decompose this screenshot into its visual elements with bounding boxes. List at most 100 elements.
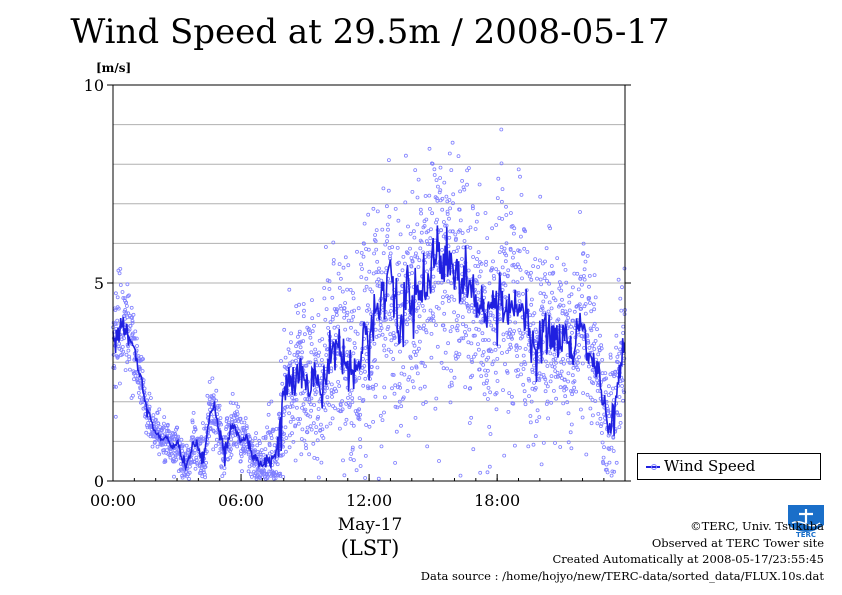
data-point bbox=[281, 474, 286, 479]
data-point bbox=[452, 375, 457, 380]
data-point bbox=[588, 301, 592, 305]
data-point bbox=[566, 315, 571, 320]
data-point bbox=[445, 366, 449, 371]
data-point bbox=[450, 229, 455, 234]
data-point bbox=[405, 322, 410, 327]
data-point bbox=[290, 359, 295, 364]
data-point bbox=[204, 460, 209, 465]
data-point bbox=[469, 357, 474, 362]
data-point bbox=[570, 373, 575, 378]
data-point bbox=[485, 470, 490, 475]
data-point bbox=[481, 381, 486, 386]
data-point bbox=[502, 272, 507, 277]
data-point bbox=[437, 190, 442, 195]
data-point bbox=[287, 433, 292, 438]
data-point bbox=[482, 289, 487, 294]
data-point bbox=[513, 265, 518, 270]
data-point bbox=[415, 255, 420, 260]
data-point bbox=[256, 449, 261, 454]
data-point bbox=[582, 277, 587, 282]
data-point bbox=[542, 276, 547, 281]
data-point bbox=[342, 309, 346, 314]
data-point bbox=[393, 383, 398, 388]
data-point bbox=[570, 392, 574, 397]
data-point bbox=[209, 420, 214, 425]
data-point bbox=[478, 269, 483, 274]
data-point bbox=[133, 329, 138, 334]
data-point bbox=[242, 420, 247, 425]
data-point bbox=[448, 400, 453, 405]
legend-swatch-icon bbox=[646, 464, 660, 470]
data-point bbox=[519, 362, 524, 367]
data-point bbox=[345, 287, 350, 292]
data-point bbox=[175, 425, 180, 430]
data-point bbox=[317, 338, 322, 343]
data-point bbox=[449, 168, 454, 173]
data-point bbox=[163, 459, 168, 464]
data-point bbox=[420, 303, 425, 308]
data-point bbox=[564, 386, 569, 391]
data-point bbox=[504, 213, 509, 217]
data-point bbox=[279, 359, 283, 363]
data-point bbox=[283, 405, 288, 410]
data-point bbox=[567, 322, 571, 327]
data-point bbox=[405, 251, 410, 256]
data-point bbox=[130, 331, 135, 336]
data-point bbox=[200, 421, 205, 426]
data-point bbox=[193, 448, 198, 453]
data-point bbox=[553, 356, 558, 361]
data-point bbox=[348, 456, 353, 461]
data-point bbox=[359, 250, 364, 255]
data-point bbox=[381, 251, 386, 256]
data-point bbox=[449, 368, 454, 373]
data-point bbox=[151, 431, 155, 436]
data-point bbox=[487, 281, 492, 286]
data-point bbox=[309, 408, 314, 413]
data-point bbox=[452, 310, 457, 315]
data-point bbox=[360, 267, 364, 271]
data-point bbox=[351, 351, 356, 356]
data-point bbox=[376, 476, 381, 481]
data-point bbox=[617, 425, 622, 430]
data-point bbox=[320, 427, 325, 432]
data-point bbox=[301, 402, 306, 407]
data-point bbox=[374, 247, 379, 252]
data-point bbox=[488, 313, 493, 318]
data-point bbox=[371, 386, 376, 391]
data-point bbox=[162, 415, 167, 420]
data-point bbox=[137, 395, 142, 400]
data-point bbox=[310, 298, 314, 303]
data-point bbox=[358, 444, 363, 449]
data-point bbox=[377, 333, 381, 338]
data-point bbox=[272, 470, 277, 475]
data-point bbox=[459, 263, 464, 268]
data-point bbox=[253, 436, 258, 441]
data-point bbox=[421, 401, 426, 406]
data-point bbox=[224, 427, 229, 431]
data-point bbox=[440, 196, 445, 201]
data-point bbox=[272, 476, 276, 481]
data-point bbox=[507, 331, 512, 336]
data-point bbox=[300, 405, 304, 410]
data-point bbox=[566, 371, 571, 376]
x-tick-label: 18:00 bbox=[474, 491, 520, 510]
data-point bbox=[367, 307, 372, 312]
data-point bbox=[603, 371, 608, 376]
data-point bbox=[381, 343, 386, 348]
data-point bbox=[153, 417, 158, 422]
data-point bbox=[323, 408, 328, 413]
data-point bbox=[337, 285, 342, 290]
data-point bbox=[606, 408, 610, 413]
data-point bbox=[462, 187, 467, 192]
data-point bbox=[578, 276, 583, 281]
data-point bbox=[266, 402, 271, 407]
data-point bbox=[599, 343, 604, 348]
data-point bbox=[514, 368, 518, 373]
data-point bbox=[495, 379, 500, 383]
data-point bbox=[193, 427, 198, 432]
data-point bbox=[297, 302, 302, 307]
data-point bbox=[415, 349, 419, 354]
data-point bbox=[616, 277, 621, 282]
data-point bbox=[499, 127, 504, 132]
data-point bbox=[246, 450, 251, 455]
